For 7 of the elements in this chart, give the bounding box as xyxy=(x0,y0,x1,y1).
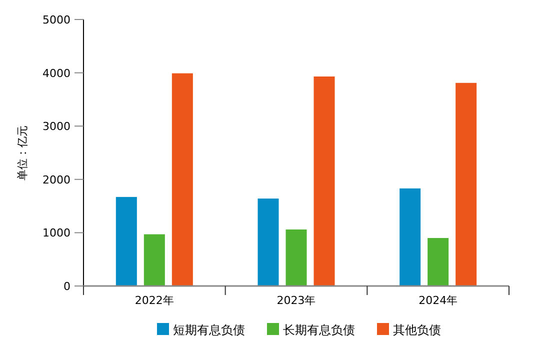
y-axis-title: 单位：亿元 xyxy=(16,125,29,180)
x-tick-label: 2024年 xyxy=(418,294,458,307)
legend-label: 其他负债 xyxy=(393,323,441,337)
legend-label: 长期有息负债 xyxy=(283,323,355,337)
x-tick-label: 2022年 xyxy=(134,294,174,307)
x-tick-label: 2023年 xyxy=(276,294,316,307)
legend-label: 短期有息负债 xyxy=(173,323,245,337)
